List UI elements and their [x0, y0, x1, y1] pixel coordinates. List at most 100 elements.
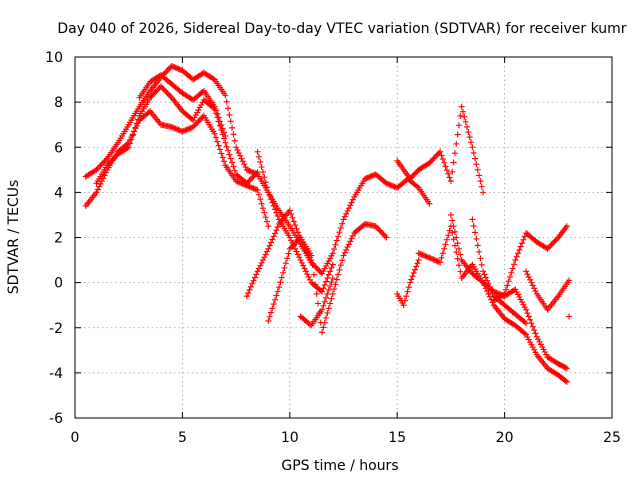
- data-point: [277, 279, 284, 286]
- data-point: [407, 279, 414, 286]
- data-point: [325, 271, 332, 278]
- data-point: [261, 254, 268, 261]
- data-point: [431, 154, 438, 161]
- data-point: [454, 131, 461, 138]
- data-point: [253, 186, 260, 193]
- data-point: [442, 163, 449, 170]
- data-point: [195, 118, 202, 125]
- data-point: [159, 84, 166, 91]
- data-point: [257, 158, 264, 165]
- data-point: [270, 301, 277, 308]
- data-point: [343, 210, 350, 217]
- data-point: [512, 257, 519, 264]
- data-point: [513, 253, 520, 260]
- data-point: [320, 285, 327, 292]
- data-point: [392, 184, 399, 191]
- data-point: [414, 183, 421, 190]
- data-point: [450, 223, 457, 230]
- data-point: [363, 175, 370, 182]
- data-point: [258, 200, 265, 207]
- data-point: [254, 169, 261, 176]
- data-point: [360, 222, 367, 229]
- data-point: [447, 211, 454, 218]
- data-point: [216, 146, 223, 153]
- data-point: [528, 320, 535, 327]
- data-point: [190, 123, 197, 130]
- data-point: [174, 65, 181, 72]
- data-point: [319, 306, 326, 313]
- data-point: [237, 152, 244, 159]
- data-point: [199, 114, 206, 121]
- data-point: [430, 155, 437, 162]
- data-point: [251, 171, 258, 178]
- data-point: [237, 179, 244, 186]
- data-point: [218, 150, 225, 157]
- data-point: [223, 143, 230, 150]
- data-point: [230, 163, 237, 170]
- data-point: [485, 280, 492, 287]
- data-point: [276, 284, 283, 291]
- data-point: [286, 245, 293, 252]
- data-point: [230, 131, 237, 138]
- data-point: [329, 250, 336, 257]
- data-point: [292, 245, 299, 252]
- data-point: [426, 200, 433, 207]
- data-point: [341, 213, 348, 220]
- data-point: [186, 125, 193, 132]
- data-point: [286, 207, 293, 214]
- data-point: [273, 292, 280, 299]
- data-point: [427, 158, 434, 165]
- series-11: [447, 211, 570, 372]
- data-point: [254, 268, 261, 275]
- data-point: [216, 118, 223, 125]
- data-point: [314, 300, 321, 307]
- data-point: [165, 91, 172, 98]
- data-point: [502, 286, 509, 293]
- data-point: [450, 159, 457, 166]
- data-point: [290, 241, 297, 248]
- data-point: [310, 271, 317, 278]
- data-point: [429, 255, 436, 262]
- data-point: [476, 172, 483, 179]
- data-point: [328, 295, 335, 302]
- data-point: [268, 309, 275, 316]
- data-point: [489, 290, 496, 297]
- data-point: [243, 180, 250, 187]
- data-point: [257, 262, 264, 269]
- data-point: [265, 223, 272, 230]
- data-point: [250, 277, 257, 284]
- data-point: [433, 257, 440, 264]
- data-point: [104, 162, 111, 169]
- data-point: [332, 241, 339, 248]
- data-point: [451, 228, 458, 235]
- data-point: [453, 249, 460, 256]
- data-point: [423, 253, 430, 260]
- data-point: [170, 124, 177, 131]
- data-point: [102, 169, 109, 176]
- data-point: [261, 174, 268, 181]
- data-point: [378, 228, 385, 235]
- data-point: [411, 266, 418, 273]
- data-point: [441, 159, 448, 166]
- data-point: [508, 269, 515, 276]
- y-tick-label: -6: [49, 411, 63, 427]
- data-point: [520, 236, 527, 243]
- data-point: [227, 118, 234, 125]
- data-point: [438, 152, 445, 159]
- data-point: [246, 177, 253, 184]
- data-point: [321, 298, 328, 305]
- data-point: [298, 259, 305, 266]
- data-point: [478, 261, 485, 268]
- data-point: [329, 275, 336, 282]
- data-point: [163, 88, 170, 95]
- data-point: [247, 283, 254, 290]
- data-point: [286, 234, 293, 241]
- data-point: [426, 160, 433, 167]
- data-point: [419, 251, 426, 258]
- data-point: [222, 132, 229, 139]
- data-point: [155, 86, 162, 93]
- data-point: [523, 320, 530, 327]
- data-point: [294, 251, 301, 258]
- data-point: [249, 174, 256, 181]
- data-point: [466, 134, 473, 141]
